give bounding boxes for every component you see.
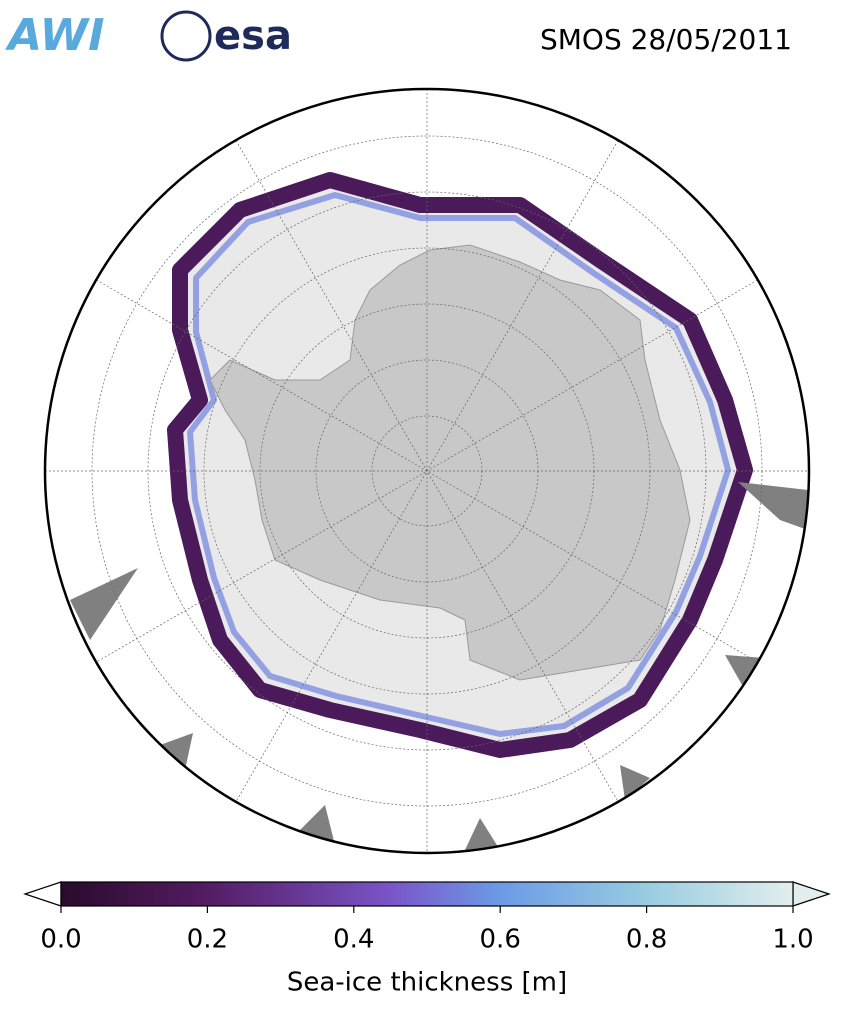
colorbar-tick-label: 0.0 (40, 925, 81, 955)
graticule (45, 89, 809, 853)
antarctica (209, 244, 691, 681)
colorbar-tick-label: 1.0 (772, 925, 813, 955)
colorbar (23, 881, 831, 907)
map (45, 89, 809, 853)
colorbar-ramp (60, 881, 794, 907)
colorbar-tick-label: 0.6 (480, 925, 521, 955)
map-title: SMOS 28/05/2011 (540, 23, 792, 56)
awi-logo: AWI (5, 10, 105, 61)
colorbar-tick-label: 0.2 (187, 925, 228, 955)
colorbar-tick-label: 0.8 (626, 925, 667, 955)
colorbar-tick-label: 0.4 (333, 925, 374, 955)
map-frame (43, 87, 811, 855)
esa-emblem (160, 10, 212, 62)
esa-logo: esa (214, 13, 292, 59)
colorbar-label: Sea-ice thickness [m] (287, 968, 567, 998)
